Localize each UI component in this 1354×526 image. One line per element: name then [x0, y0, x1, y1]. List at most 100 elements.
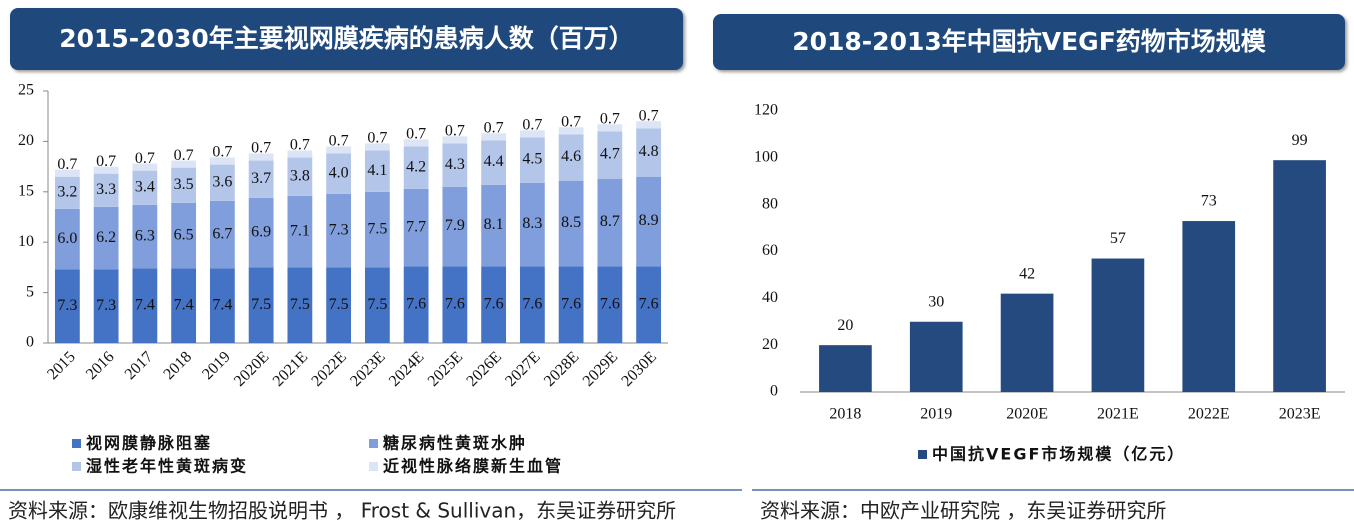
data-label: 3.4 [135, 178, 155, 195]
y-tick-label: 100 [754, 149, 778, 166]
y-tick-label: 0 [26, 334, 34, 351]
legend-label: 近视性脉络膜新生血管 [383, 457, 563, 476]
data-label: 0.7 [367, 130, 387, 147]
data-label: 7.3 [329, 221, 349, 238]
bar-segment [442, 266, 468, 343]
x-tick-label: 2025E [425, 348, 467, 390]
data-label: 8.9 [639, 212, 659, 229]
bar-segment [364, 143, 390, 151]
bar [1091, 258, 1145, 392]
legend-label: 视网膜静脉阻塞 [86, 434, 212, 453]
data-label: 7.3 [57, 297, 77, 314]
data-label: 73 [1201, 193, 1217, 210]
data-label: 3.3 [96, 181, 116, 198]
source: 资料来源：欧康维视生物招股说明书 ， Frost & Sullivan，东吴证券… [8, 499, 676, 523]
bar-segment [481, 140, 507, 185]
x-tick-label: 2020E [231, 348, 273, 390]
legend-marker [918, 450, 927, 459]
x-tick-label: 2029E [580, 348, 622, 390]
bar-segment [364, 267, 390, 343]
bar-segment [558, 134, 584, 181]
data-label: 7.6 [600, 295, 620, 312]
bar-segment [326, 267, 352, 343]
data-label: 4.3 [445, 156, 465, 173]
data-label: 7.5 [367, 220, 387, 237]
chart-title: 2015-2030年主要视网膜疾病的患病人数（百万） [10, 8, 683, 70]
bar-segment [171, 268, 197, 343]
data-label: 7.1 [290, 222, 310, 239]
bar-segment [93, 206, 119, 270]
data-label: 3.7 [251, 170, 271, 187]
bar-segment [287, 150, 313, 158]
data-label: 7.6 [484, 295, 504, 312]
data-label: 7.4 [212, 296, 232, 313]
x-tick-label: 2019 [920, 406, 952, 423]
bar-segment [54, 176, 80, 209]
data-label: 4.0 [329, 164, 349, 181]
legend-marker [72, 462, 81, 471]
legend-marker [369, 439, 378, 448]
data-label: 8.7 [600, 213, 620, 230]
data-label: 6.2 [96, 229, 116, 246]
bar-segment [442, 136, 468, 144]
data-label: 3.6 [212, 173, 232, 190]
bar-segment [248, 197, 274, 268]
data-label: 6.9 [251, 223, 271, 240]
bar-segment [636, 128, 662, 177]
data-label: 3.8 [290, 167, 310, 184]
data-label: 7.6 [561, 295, 581, 312]
x-tick-label: 2016 [83, 348, 118, 383]
data-label: 4.5 [522, 151, 542, 168]
bar-segment [171, 167, 197, 203]
x-tick-label: 2021E [1097, 406, 1139, 423]
y-tick-label: 5 [26, 283, 34, 300]
bar-segment [54, 269, 80, 343]
data-label: 0.7 [135, 150, 155, 167]
bar-segment [597, 131, 623, 179]
bar-segment [597, 124, 623, 132]
data-label: 0.7 [561, 113, 581, 130]
bar-segment [171, 160, 197, 168]
bar-segment [326, 153, 352, 194]
data-label: 8.3 [522, 215, 542, 232]
legend-label: 湿性老年性黄斑病变 [85, 457, 248, 476]
source: 资料来源：中欧产业研究院 ，东吴证券研究所 [760, 499, 1166, 523]
data-label: 4.8 [639, 143, 659, 160]
bar-segment [132, 170, 158, 205]
data-label: 0.7 [290, 137, 310, 154]
x-tick-label: 2017 [122, 348, 157, 383]
data-label: 7.5 [251, 296, 271, 313]
chart-title: 2018-2013年中国抗VEGF药物市场规模 [713, 14, 1345, 70]
x-tick-label: 2020E [1006, 406, 1048, 423]
bar-segment [132, 163, 158, 171]
data-label: 0.7 [212, 144, 232, 161]
y-tick-label: 20 [762, 336, 778, 353]
bar-segment [597, 178, 623, 267]
y-tick-label: 15 [18, 182, 34, 199]
data-label: 0.7 [445, 123, 465, 140]
data-label: 7.4 [174, 296, 194, 313]
data-label: 7.5 [367, 296, 387, 313]
data-label: 3.5 [174, 176, 194, 193]
bar-segment [519, 266, 545, 343]
bar-segment [519, 137, 545, 183]
bar-segment [209, 164, 235, 201]
x-tick-label: 2015 [44, 348, 79, 383]
y-tick-label: 120 [754, 102, 778, 119]
bar-segment [481, 133, 507, 141]
x-tick-label: 2022E [1188, 406, 1230, 423]
data-label: 7.9 [445, 217, 465, 234]
bar-segment [326, 193, 352, 268]
bar-segment [132, 268, 158, 343]
data-label: 8.5 [561, 214, 581, 231]
data-label: 0.7 [96, 153, 116, 170]
y-tick-label: 80 [762, 195, 778, 212]
bar-segment [481, 266, 507, 343]
bar-segment [209, 157, 235, 165]
bar-segment [403, 139, 429, 147]
data-label: 4.7 [600, 146, 620, 163]
data-label: 4.1 [367, 162, 387, 179]
data-label: 7.6 [406, 295, 426, 312]
